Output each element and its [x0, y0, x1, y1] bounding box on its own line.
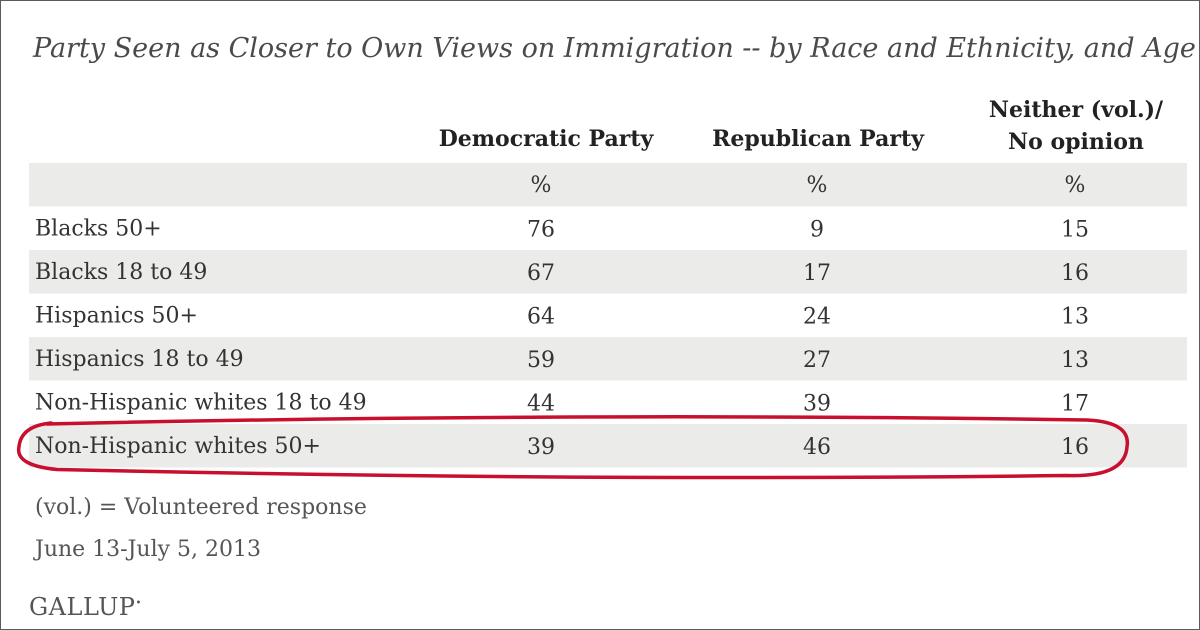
cell-value: 16	[1061, 435, 1089, 460]
cell-value: 39	[803, 392, 831, 417]
cell-value: 16	[1061, 261, 1089, 286]
cell-value: 17	[1061, 392, 1089, 417]
unit-row-background	[29, 163, 1187, 207]
unit-label-2: %	[807, 173, 828, 198]
row-stripe	[29, 337, 1187, 381]
footnote: (vol.) = Volunteered response	[35, 495, 367, 520]
cell-value: 13	[1061, 348, 1089, 373]
cell-value: 17	[803, 261, 831, 286]
column-header-neither-line-1: Neither (vol.)/	[988, 97, 1164, 123]
column-header-republican-line: Republican Party	[712, 126, 924, 152]
row-stripe	[29, 424, 1187, 468]
cell-value: 9	[810, 218, 824, 243]
row-label: Non-Hispanic whites 18 to 49	[35, 391, 367, 416]
highlight-ring	[16, 415, 1129, 480]
cell-value: 46	[803, 435, 831, 460]
gallup-logo: GALLUP•	[29, 593, 142, 621]
cell-value: 24	[803, 305, 831, 330]
cell-value: 76	[527, 218, 555, 243]
gallup-logo-text: GALLUP	[29, 593, 136, 621]
row-label: Hispanics 18 to 49	[35, 347, 244, 372]
row-label: Non-Hispanic whites 50+	[35, 434, 321, 459]
unit-label-3: %	[1065, 173, 1086, 198]
cell-value: 67	[527, 261, 555, 286]
date-note: June 13-July 5, 2013	[35, 537, 262, 562]
row-stripe	[29, 250, 1187, 294]
cell-value: 27	[803, 348, 831, 373]
column-header-democratic-line: Democratic Party	[438, 126, 654, 152]
chart-title: Party Seen as Closer to Own Views on Imm…	[33, 33, 1196, 64]
cell-value: 64	[527, 305, 555, 330]
column-header-neither: Neither (vol.)/ No opinion	[951, 94, 1200, 158]
column-header-democratic: Democratic Party	[421, 123, 671, 155]
row-label: Blacks 18 to 49	[35, 260, 207, 285]
cell-value: 13	[1061, 305, 1089, 330]
cell-value: 39	[527, 435, 555, 460]
row-label: Hispanics 50+	[35, 304, 198, 329]
column-header-republican: Republican Party	[693, 123, 943, 155]
column-header-neither-line-2: No opinion	[1008, 129, 1144, 155]
cell-value: 59	[527, 348, 555, 373]
unit-label-1: %	[531, 173, 552, 198]
cell-value: 44	[527, 392, 555, 417]
cell-value: 15	[1061, 218, 1089, 243]
row-label: Blacks 50+	[35, 217, 162, 242]
